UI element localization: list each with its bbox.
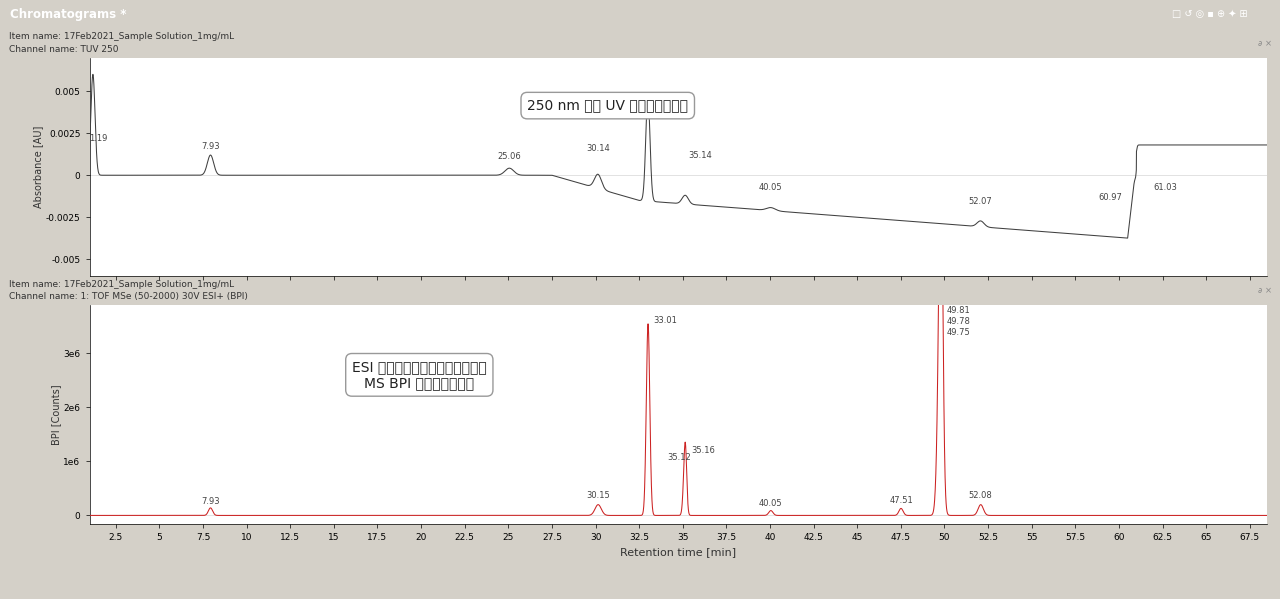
Text: Channel name: 1: TOF MSe (50-2000) 30V ESI+ (BPI): Channel name: 1: TOF MSe (50-2000) 30V E…	[9, 292, 248, 301]
Text: 35.16: 35.16	[691, 446, 716, 455]
Text: 49.81: 49.81	[947, 306, 970, 315]
Text: Channel name: TUV 250: Channel name: TUV 250	[9, 45, 119, 54]
Text: 47.51: 47.51	[890, 496, 913, 505]
Text: 52.07: 52.07	[969, 197, 992, 206]
Text: 33.01: 33.01	[653, 316, 677, 325]
Text: 250 nm での UV クロマトグラム: 250 nm での UV クロマトグラム	[527, 99, 689, 113]
Text: 25.06: 25.06	[498, 152, 521, 161]
Text: 52.08: 52.08	[969, 491, 992, 500]
Text: □ ↺ ◎ ▪ ⊕ ✦ ⊞: □ ↺ ◎ ▪ ⊕ ✦ ⊞	[1172, 10, 1248, 19]
Y-axis label: Absorbance [AU]: Absorbance [AU]	[33, 126, 44, 208]
Text: 35.12: 35.12	[667, 453, 691, 462]
Text: ∂ ×: ∂ ×	[1258, 286, 1272, 295]
Text: 49.75: 49.75	[947, 328, 970, 337]
Text: 49.78: 49.78	[947, 317, 972, 326]
Text: 35.14: 35.14	[689, 150, 712, 159]
Text: Chromatograms *: Chromatograms *	[10, 8, 127, 21]
Text: 30.14: 30.14	[586, 144, 609, 153]
X-axis label: Retention time [min]: Retention time [min]	[621, 547, 736, 557]
Text: Item name: 17Feb2021_Sample Solution_1mg/mL: Item name: 17Feb2021_Sample Solution_1mg…	[9, 280, 234, 289]
Text: 40.05: 40.05	[759, 183, 782, 192]
Text: 7.93: 7.93	[201, 142, 220, 151]
Text: 40.05: 40.05	[759, 499, 782, 508]
Text: ESI ポジティブイオンモードでの
MS BPI クロマトグラム: ESI ポジティブイオンモードでの MS BPI クロマトグラム	[352, 360, 486, 390]
Y-axis label: BPI [Counts]: BPI [Counts]	[51, 384, 60, 444]
Text: ∂ ×: ∂ ×	[1258, 38, 1272, 48]
Text: 61.03: 61.03	[1153, 183, 1178, 192]
Text: 30.15: 30.15	[586, 491, 611, 500]
Text: 60.97: 60.97	[1098, 193, 1123, 202]
Text: Item name: 17Feb2021_Sample Solution_1mg/mL: Item name: 17Feb2021_Sample Solution_1mg…	[9, 32, 234, 41]
Text: 1.19: 1.19	[90, 134, 108, 143]
Text: 7.93: 7.93	[201, 497, 220, 506]
